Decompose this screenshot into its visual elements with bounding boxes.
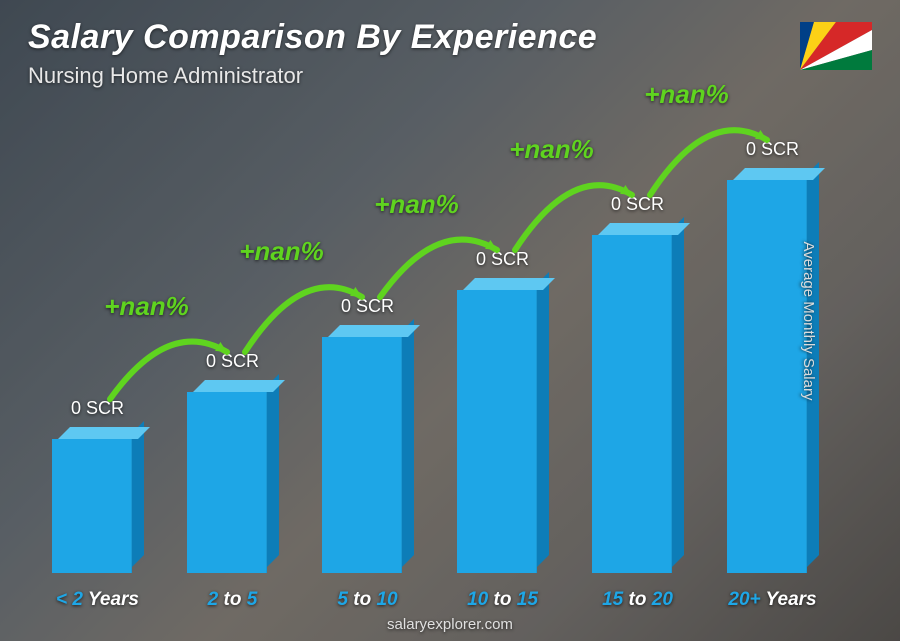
x-axis-label: 10 to 15 xyxy=(435,589,570,611)
bar-value-label: 0 SCR xyxy=(578,194,698,215)
delta-label: +nan% xyxy=(509,134,594,165)
bar-slot: 0 SCR xyxy=(30,140,165,573)
x-axis-label: 2 to 5 xyxy=(165,589,300,611)
x-axis-labels: < 2 Years2 to 55 to 1010 to 1515 to 2020… xyxy=(30,589,840,611)
x-axis-label: 15 to 20 xyxy=(570,589,705,611)
bar-value-label: 0 SCR xyxy=(38,398,158,419)
bar-value-label: 0 SCR xyxy=(308,296,428,317)
chart-area: 0 SCR 0 SCR 0 SCR 0 SCR 0 SCR 0 SCR +nan% +nan… xyxy=(30,140,840,573)
bar: 0 SCR xyxy=(457,290,549,573)
bar-slot: 0 SCR xyxy=(705,140,840,573)
bar: 0 SCR xyxy=(52,439,144,573)
bar-value-label: 0 SCR xyxy=(713,139,833,160)
header: Salary Comparison By Experience Nursing … xyxy=(28,18,597,89)
delta-label: +nan% xyxy=(239,236,324,267)
x-axis-label: 5 to 10 xyxy=(300,589,435,611)
bar-value-label: 0 SCR xyxy=(443,249,563,270)
page-subtitle: Nursing Home Administrator xyxy=(28,63,597,89)
country-flag-icon xyxy=(800,22,872,70)
bar-slot: 0 SCR xyxy=(570,140,705,573)
bar: 0 SCR xyxy=(187,392,279,573)
delta-label: +nan% xyxy=(644,79,729,110)
delta-label: +nan% xyxy=(374,189,459,220)
footer-credit: salaryexplorer.com xyxy=(0,616,900,633)
page-title: Salary Comparison By Experience xyxy=(28,18,597,57)
x-axis-label: 20+ Years xyxy=(705,589,840,611)
bar: 0 SCR xyxy=(322,337,414,573)
bar: 0 SCR xyxy=(592,235,684,573)
bar-slot: 0 SCR xyxy=(165,140,300,573)
y-axis-label: Average Monthly Salary xyxy=(800,241,817,400)
x-axis-label: < 2 Years xyxy=(30,589,165,611)
delta-label: +nan% xyxy=(104,291,189,322)
bar-value-label: 0 SCR xyxy=(173,351,293,372)
